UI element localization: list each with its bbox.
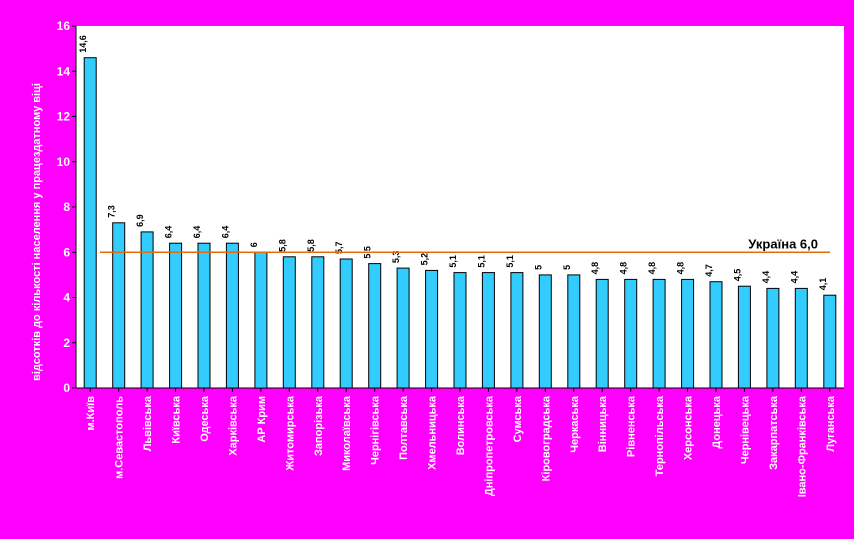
- x-tick-label: Дніпропетровська: [483, 395, 495, 496]
- x-tick-label: Рівненська: [626, 395, 638, 457]
- data-label: 4,7: [704, 264, 714, 277]
- y-tick-label: 14: [57, 64, 71, 78]
- data-label: 4,8: [619, 262, 629, 275]
- x-tick-label: Київська: [171, 395, 183, 443]
- bar: [709, 281, 723, 389]
- bar: [624, 278, 638, 389]
- data-label: 4,1: [818, 278, 828, 291]
- y-tick-label: 6: [63, 245, 70, 259]
- data-label: 6,4: [164, 226, 174, 239]
- x-tick-label: Вінницька: [597, 395, 609, 452]
- data-label: 14,6: [78, 35, 88, 53]
- y-tick-label: 10: [57, 155, 71, 169]
- x-tick-label: Черкаська: [569, 395, 581, 453]
- bar: [254, 251, 268, 389]
- y-tick-label: 0: [63, 381, 70, 395]
- reference-line-label: Україна 6,0: [748, 236, 818, 251]
- bar: [140, 231, 154, 389]
- x-tick-label: м.Київ: [85, 396, 97, 431]
- data-label: 6,9: [135, 214, 145, 227]
- y-tick-label: 16: [57, 19, 71, 33]
- x-tick-label: Житомирська: [284, 395, 296, 472]
- bar: [112, 222, 126, 389]
- x-tick-label: м.Севастополь: [114, 396, 126, 479]
- data-label: 5,2: [420, 253, 430, 266]
- bar: [567, 274, 581, 389]
- bar: [169, 242, 183, 389]
- data-label: 5,3: [391, 251, 401, 264]
- x-tick-label: АР Крим: [256, 396, 268, 443]
- bar: [681, 278, 695, 389]
- data-label: 5,1: [505, 255, 515, 268]
- x-tick-label: Одеська: [199, 395, 211, 442]
- data-label: 6: [249, 242, 259, 247]
- bar: [794, 287, 808, 389]
- y-tick-label: 8: [63, 200, 70, 214]
- data-label: 4,4: [789, 271, 799, 284]
- data-label: 5,8: [306, 239, 316, 252]
- x-tick-label: Запорізька: [313, 395, 325, 456]
- bar: [453, 272, 467, 389]
- bar: [425, 269, 439, 389]
- data-label: 5,7: [334, 241, 344, 254]
- bar: [481, 272, 495, 389]
- data-label: 7,3: [107, 205, 117, 218]
- bar: [311, 256, 325, 389]
- data-label: 4,8: [676, 262, 686, 275]
- x-tick-label: Чернівецька: [739, 395, 751, 464]
- data-label: 5: [533, 265, 543, 270]
- bar: [510, 272, 524, 389]
- x-tick-label: Херсонська: [683, 395, 695, 460]
- data-label: 5,1: [448, 255, 458, 268]
- x-tick-label: Харківська: [227, 395, 239, 456]
- data-label: 5,8: [277, 239, 287, 252]
- x-tick-label: Хмельницька: [427, 395, 439, 470]
- x-tick-label: Чернігівська: [370, 395, 382, 465]
- bar: [368, 263, 382, 389]
- data-label: 6,4: [192, 226, 202, 239]
- x-tick-label: Івано-Франківська: [796, 395, 808, 497]
- y-tick-label: 2: [63, 336, 70, 350]
- bar: [737, 285, 751, 389]
- x-tick-label: Закарпатська: [768, 395, 780, 470]
- data-label: 4,8: [647, 262, 657, 275]
- bar: [83, 57, 97, 389]
- bar: [282, 256, 296, 389]
- data-label: 6,4: [220, 226, 230, 239]
- x-tick-label: Львівська: [142, 395, 154, 451]
- data-label: 5,1: [476, 255, 486, 268]
- x-tick-label: Полтавська: [398, 395, 410, 460]
- x-tick-label: Сумська: [512, 395, 524, 442]
- bar: [652, 278, 666, 389]
- data-label: 4,5: [732, 269, 742, 282]
- x-tick-label: Кіровоградська: [540, 395, 552, 481]
- x-tick-label: Миколаївська: [341, 395, 353, 471]
- bar: [538, 274, 552, 389]
- y-tick-label: 12: [57, 110, 71, 124]
- y-axis-label: відсотків до кількості населення у праце…: [31, 83, 43, 381]
- bar: [766, 287, 780, 389]
- x-tick-label: Донецька: [711, 395, 723, 448]
- data-label: 4,8: [590, 262, 600, 275]
- bar: [823, 294, 837, 389]
- bar: [339, 258, 353, 389]
- bar: [595, 278, 609, 389]
- data-label: 5: [562, 265, 572, 270]
- bar: [197, 242, 211, 389]
- bar: [396, 267, 410, 389]
- x-tick-label: Тернопільська: [654, 395, 666, 476]
- x-tick-label: Волинська: [455, 395, 467, 455]
- y-tick-label: 4: [63, 291, 70, 305]
- bar: [225, 242, 239, 389]
- x-tick-label: Луганська: [825, 395, 837, 452]
- data-label: 4,4: [761, 271, 771, 284]
